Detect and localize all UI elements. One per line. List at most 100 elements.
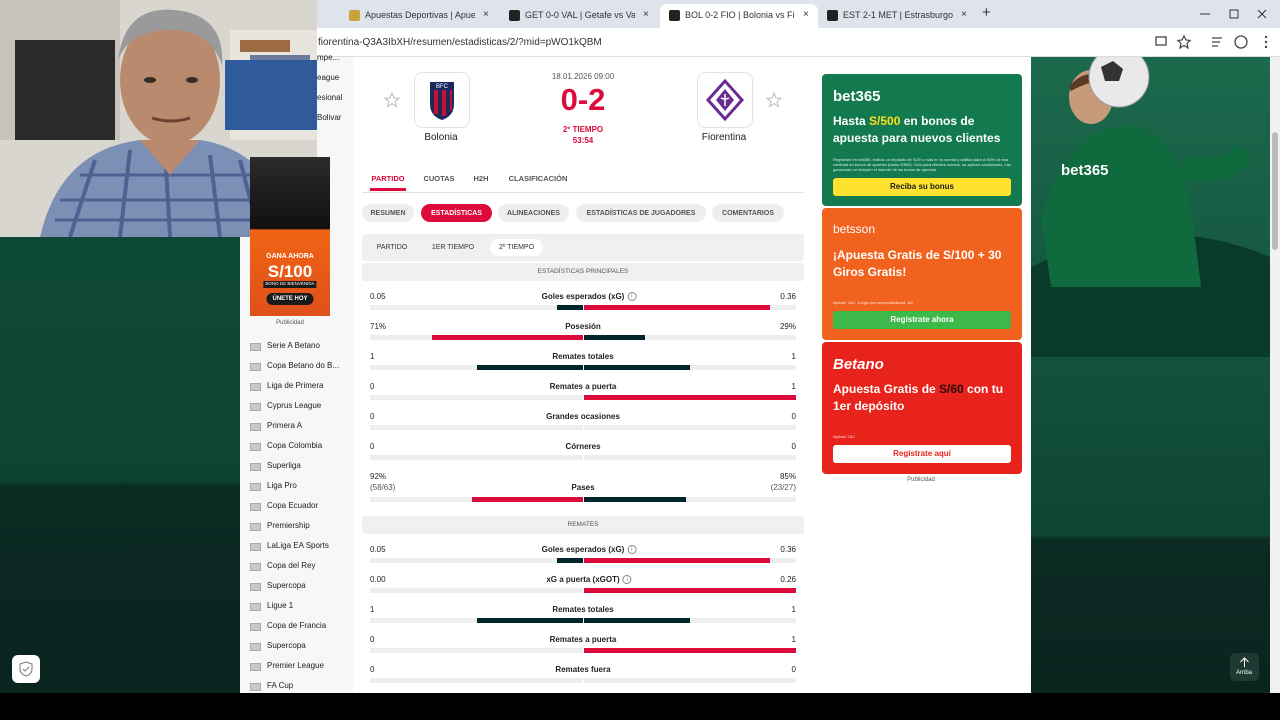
subtab-label[interactable]: ESTADÍSTICAS [431,210,482,217]
subtab[interactable]: COMENTARIOS [712,204,784,222]
ad-button-label[interactable]: Regístrate aquí [893,449,951,458]
home-logo[interactable]: BFC [414,72,470,128]
league-name[interactable]: Premier League [267,662,324,670]
ad-brand[interactable]: Betano [833,356,884,373]
away-name[interactable]: Fiorentina [701,132,747,143]
home-name[interactable]: Bolonia [424,132,458,143]
sidebar-item[interactable]: esional [317,93,343,102]
tab-title[interactable]: Apuestas Deportivas | Apuestas [365,11,475,20]
league-name[interactable]: LaLiga EA Sports [267,542,329,550]
ad-headline-part[interactable]: Apuesta Gratis de [833,382,940,396]
ad-headline[interactable]: ¡Apuesta Gratis de S/100 + 30 Giros Grat… [833,247,1013,281]
league-name[interactable]: Ligue 1 [267,602,294,610]
subtab[interactable]: ESTADÍSTICAS DE JUGADORES [576,204,706,222]
url[interactable]: fiorentina-Q3A3IbXH/resumen/estadisticas… [318,37,602,48]
tab-title[interactable]: GET 0-0 VAL | Getafe vs Valencia [525,11,635,20]
subtab-label[interactable]: ESTADÍSTICAS DE JUGADORES [586,210,696,217]
tab-close[interactable]: × [483,9,489,20]
ad-button-label[interactable]: Regístrate ahora [890,315,954,324]
league-name[interactable]: Copa de Francia [267,622,327,630]
league-name[interactable]: Premiership [267,522,310,530]
info-icon[interactable]: i [627,545,637,554]
ad-button[interactable]: ÚNETE HOY [266,293,314,305]
period-label[interactable]: 2º TIEMPO [498,244,535,251]
period-label[interactable]: PARTIDO [376,244,408,251]
league-name[interactable]: Liga Pro [267,482,297,490]
away-logo[interactable] [697,72,753,128]
ad-card[interactable]: bet365 Hasta S/500 en bonos de apuesta pa… [822,74,1022,206]
period-tab[interactable]: 1ER TIEMPO [426,239,480,256]
sidebar-item[interactable]: mpe... [317,53,340,62]
away-value: 1 [791,605,796,614]
subtab-label[interactable]: ALINEACIONES [507,210,560,217]
period-label[interactable]: 1ER TIEMPO [431,244,475,251]
home-favorite[interactable] [384,92,400,108]
league-name[interactable]: FA Cup [267,682,294,690]
ad-line1[interactable]: GANA AHORA [266,253,314,260]
ad-button[interactable]: Reciba su bonus [833,178,1011,196]
league-name[interactable]: Supercopa [267,642,306,650]
away-favorite[interactable] [766,92,782,108]
ad-line2[interactable]: BONO DE BIENVENIDA [263,281,317,288]
league-name[interactable]: Copa del Rey [267,562,316,570]
match-tab[interactable]: CLASIFICACIÓN [508,174,568,183]
match-tab[interactable]: CUOTAS [423,174,455,183]
scroll-top-button[interactable]: Arriba [1230,653,1259,681]
ad-brand[interactable]: bet365 [833,88,881,105]
match-tab[interactable]: H2H [473,174,489,183]
subtab[interactable]: RESUMEN [362,204,414,222]
sidebar-ad[interactable]: GANA AHORA S/100 BONO DE BIENVENIDA ÚNETE H… [250,157,330,316]
ad-headline-part[interactable]: S/500 [869,114,901,128]
info-icon[interactable]: i [627,292,637,301]
scrollbar-thumb[interactable] [1272,132,1278,250]
sidebar-item[interactable]: eague [317,73,340,82]
ad-button[interactable]: Regístrate ahora [833,311,1011,329]
league-name[interactable]: Supercopa [267,582,306,590]
league-name[interactable]: Primera A [267,422,303,430]
subtab[interactable]: ESTADÍSTICAS [421,204,492,222]
league-name[interactable]: Copa Ecuador [267,502,319,510]
tab-close[interactable]: × [643,9,649,20]
ad-brand[interactable]: betsson [833,222,876,236]
tab-title[interactable]: BOL 0-2 FIO | Bolonia vs Fioren [685,11,795,20]
league-name[interactable]: Copa Colombia [267,442,323,450]
ad-headline-part[interactable]: ¡Apuesta Gratis de S/100 + 30 Giros Grat… [833,248,1002,279]
period-tab[interactable]: PARTIDO [368,239,416,256]
ad-button[interactable]: Regístrate aquí [833,445,1011,463]
tab-close[interactable]: × [961,9,967,20]
ad-headline-part[interactable]: en bonos de apuesta para nuevos clientes [833,114,1001,145]
sidebar-item[interactable]: Bolivar [317,113,342,122]
browser-tab[interactable]: Apuestas Deportivas | Apuestas × [340,4,498,28]
browser-tab[interactable]: GET 0-0 VAL | Getafe vs Valencia × [500,4,658,28]
new-tab-button[interactable]: + [982,4,991,21]
subtab-label[interactable]: RESUMEN [370,210,406,217]
tab-close[interactable]: × [803,9,809,20]
bar-track [584,335,796,340]
ad-headline-part[interactable]: Hasta [833,114,870,128]
scroll-top-label[interactable]: Arriba [1235,670,1253,676]
ad-headline-part[interactable]: S/60 [939,382,964,396]
league-name[interactable]: Superliga [267,462,301,470]
ad-button-label[interactable]: Reciba su bonus [889,182,955,191]
subtab[interactable]: ALINEACIONES [498,204,569,222]
match-tab[interactable]: PARTIDO [371,174,405,183]
home-value: 0.05 [370,545,386,554]
league-name[interactable]: Copa Betano do B... [267,362,340,370]
ad-card[interactable]: Betano Apuesta Gratis de S/60 con tu 1er … [822,342,1022,474]
period-tab[interactable]: 2º TIEMPO [490,239,543,256]
info-icon[interactable]: i [622,575,632,584]
league-name[interactable]: Liga de Primera [267,382,324,390]
subtab-label[interactable]: COMENTARIOS [722,210,774,217]
league-name[interactable]: Cyprus League [267,402,322,410]
privacy-button[interactable] [12,655,40,683]
browser-tab[interactable]: EST 2-1 MET | Estrasburgo vs M × [818,4,976,28]
ad-headline[interactable]: Apuesta Gratis de S/60 con tu 1er depósi… [833,381,1013,415]
ad-amount[interactable]: S/100 [267,262,313,281]
ad-headline-part[interactable]: con tu 1er depósito [833,382,1004,413]
league-name[interactable]: Serie A Betano [267,342,320,350]
scrollbar[interactable] [1270,57,1280,693]
ad-card[interactable]: betsson ¡Apuesta Gratis de S/100 + 30 Gir… [822,208,1022,340]
tab-title[interactable]: EST 2-1 MET | Estrasburgo vs M [843,11,953,20]
browser-tab[interactable]: BOL 0-2 FIO | Bolonia vs Fioren × [660,4,818,28]
ad-headline[interactable]: Hasta S/500 en bonos de apuesta para nue… [833,113,1013,147]
